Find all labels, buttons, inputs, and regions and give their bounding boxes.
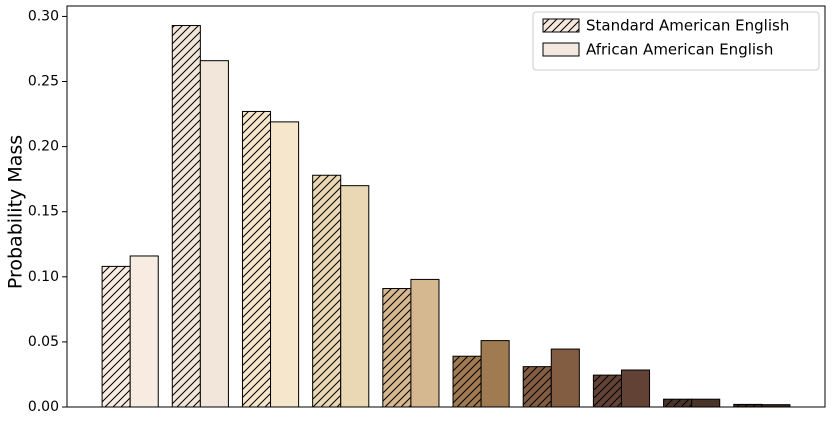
legend-label: African American English bbox=[586, 41, 773, 59]
bar-group bbox=[480, 340, 510, 408]
bar-hatch bbox=[453, 356, 482, 407]
bar-group bbox=[270, 121, 300, 408]
bar-group bbox=[663, 398, 693, 408]
bar-group bbox=[522, 366, 552, 408]
bar-hatch bbox=[733, 404, 762, 407]
bar-group bbox=[199, 60, 229, 408]
bar-group bbox=[550, 348, 580, 408]
bar-group bbox=[129, 255, 159, 408]
bar-hatch bbox=[102, 266, 131, 407]
bar bbox=[340, 185, 370, 408]
bar bbox=[199, 60, 229, 408]
bar-hatch bbox=[242, 111, 271, 407]
bar bbox=[480, 340, 510, 408]
legend-hatch bbox=[543, 19, 579, 32]
y-tick-label: 0.15 bbox=[28, 204, 59, 220]
bar bbox=[691, 398, 721, 408]
y-axis-label: Probability Mass bbox=[5, 135, 27, 289]
bar-hatch bbox=[663, 399, 692, 407]
bar-hatch bbox=[172, 25, 201, 407]
y-tick-label: 0.00 bbox=[28, 399, 59, 415]
bar-group bbox=[171, 25, 201, 408]
bar bbox=[270, 121, 300, 408]
bar-group bbox=[312, 174, 342, 408]
y-tick-label: 0.20 bbox=[28, 139, 59, 155]
bar-hatch bbox=[523, 366, 552, 407]
bar-group bbox=[241, 110, 272, 408]
legend-box bbox=[532, 11, 820, 71]
legend-label: Standard American English bbox=[586, 17, 789, 35]
bar-group bbox=[452, 355, 482, 408]
plot-frame bbox=[66, 5, 826, 408]
bar-group bbox=[592, 374, 622, 408]
y-tick-label: 0.25 bbox=[28, 74, 59, 90]
bar-group bbox=[101, 265, 131, 408]
legend-swatch bbox=[542, 42, 580, 57]
y-tick-label: 0.30 bbox=[28, 8, 59, 24]
bar bbox=[550, 348, 580, 408]
bar-hatch bbox=[312, 175, 341, 407]
bar bbox=[410, 278, 440, 408]
bar-group bbox=[620, 369, 651, 408]
bar-group bbox=[691, 398, 721, 408]
legend: Standard American English African America… bbox=[532, 11, 820, 71]
bar-group bbox=[410, 278, 440, 408]
bar bbox=[620, 369, 651, 408]
bar bbox=[129, 255, 159, 408]
y-tick-label: 0.10 bbox=[28, 269, 59, 285]
y-tick-label: 0.05 bbox=[28, 334, 59, 350]
bar-group bbox=[382, 288, 412, 408]
bar-hatch bbox=[382, 288, 411, 407]
bar-hatch bbox=[593, 375, 622, 407]
bar-group bbox=[340, 185, 370, 408]
